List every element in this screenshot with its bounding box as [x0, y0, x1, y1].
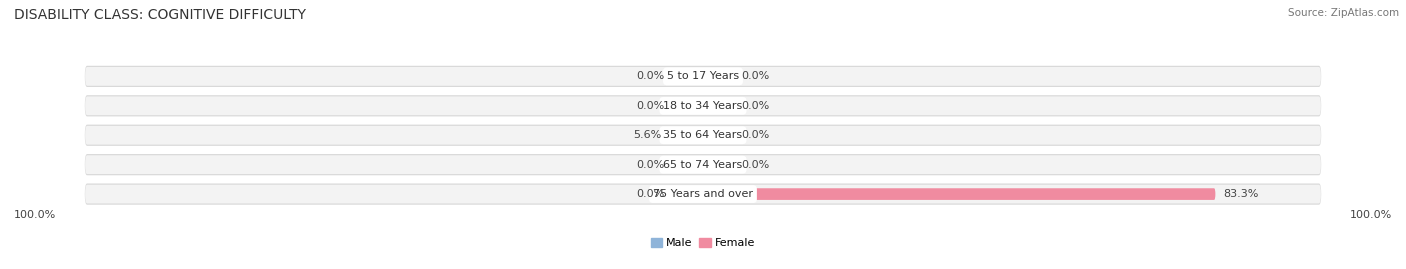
FancyBboxPatch shape: [669, 129, 703, 141]
FancyBboxPatch shape: [672, 159, 703, 171]
FancyBboxPatch shape: [703, 100, 734, 112]
Text: 0.0%: 0.0%: [637, 71, 665, 82]
Text: 5 to 17 Years: 5 to 17 Years: [666, 71, 740, 82]
Text: 5.6%: 5.6%: [633, 130, 661, 140]
FancyBboxPatch shape: [84, 154, 1322, 175]
Text: 75 Years and over: 75 Years and over: [652, 189, 754, 199]
FancyBboxPatch shape: [672, 100, 703, 112]
FancyBboxPatch shape: [86, 67, 1320, 86]
FancyBboxPatch shape: [86, 185, 1320, 204]
Text: 83.3%: 83.3%: [1223, 189, 1258, 199]
Text: 35 to 64 Years: 35 to 64 Years: [664, 130, 742, 140]
FancyBboxPatch shape: [672, 188, 703, 200]
Text: 0.0%: 0.0%: [741, 130, 769, 140]
FancyBboxPatch shape: [84, 183, 1322, 205]
FancyBboxPatch shape: [84, 125, 1322, 146]
Text: 100.0%: 100.0%: [1350, 210, 1392, 220]
Text: 0.0%: 0.0%: [637, 101, 665, 111]
Text: 0.0%: 0.0%: [741, 160, 769, 170]
FancyBboxPatch shape: [672, 70, 703, 82]
Text: 0.0%: 0.0%: [741, 101, 769, 111]
FancyBboxPatch shape: [86, 155, 1320, 174]
FancyBboxPatch shape: [84, 66, 1322, 87]
Text: Source: ZipAtlas.com: Source: ZipAtlas.com: [1288, 8, 1399, 18]
Text: 0.0%: 0.0%: [637, 189, 665, 199]
FancyBboxPatch shape: [84, 95, 1322, 116]
Text: DISABILITY CLASS: COGNITIVE DIFFICULTY: DISABILITY CLASS: COGNITIVE DIFFICULTY: [14, 8, 307, 22]
FancyBboxPatch shape: [703, 188, 1215, 200]
Text: 18 to 34 Years: 18 to 34 Years: [664, 101, 742, 111]
FancyBboxPatch shape: [703, 70, 734, 82]
Text: 65 to 74 Years: 65 to 74 Years: [664, 160, 742, 170]
Text: 0.0%: 0.0%: [637, 160, 665, 170]
FancyBboxPatch shape: [703, 159, 734, 171]
Text: 0.0%: 0.0%: [741, 71, 769, 82]
Text: 100.0%: 100.0%: [14, 210, 56, 220]
FancyBboxPatch shape: [86, 126, 1320, 145]
Legend: Male, Female: Male, Female: [647, 233, 759, 253]
FancyBboxPatch shape: [86, 96, 1320, 115]
FancyBboxPatch shape: [703, 129, 734, 141]
